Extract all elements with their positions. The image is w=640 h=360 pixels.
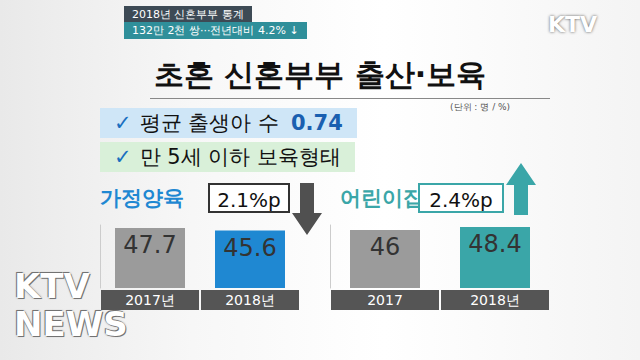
html-text:(단위 : 명 / %): (단위 : 명 / %) (450, 102, 511, 112)
svg-text:2017년: 2017년 (125, 292, 175, 308)
html-text:어린이집 2.4%p: 어린이집 2.4%p (340, 186, 493, 212)
html-text:NEWS: NEWS (14, 304, 128, 344)
svg-text:2018년: 2018년 (470, 292, 520, 308)
svg-text:2018년: 2018년 (225, 292, 275, 308)
html-text:132만 2천 쌍···전년대비 4.2% ↓: 132만 2천 쌍···전년대비 4.2% ↓ (132, 24, 299, 37)
svg-text:48.4: 48.4 (468, 230, 521, 258)
html-text:✓ 평균 출생아 수: ✓ 평균 출생아 수 (114, 111, 279, 135)
html-text:2.1%p: 2.1%p (217, 188, 281, 212)
svg-text:45.6: 45.6 (223, 234, 276, 262)
svg-text:46: 46 (370, 233, 401, 261)
html-text:✓ 만 5세 이하 보육형태: ✓ 만 5세 이하 보육형태 (114, 145, 341, 169)
html-text:가정양육: 가정양육 (100, 186, 184, 210)
svg-text:2017: 2017 (367, 292, 403, 308)
html-text:초혼 신혼부부 출산·보육: 초혼 신혼부부 출산·보육 (153, 57, 487, 92)
html-text:KTV: KTV (548, 12, 598, 37)
html-text:2018년 신혼부부 통계: 2018년 신혼부부 통계 (132, 8, 244, 21)
html-text:0.74: 0.74 (291, 111, 343, 135)
svg-text:47.7: 47.7 (123, 231, 176, 259)
html-text:KTV: KTV (14, 266, 90, 306)
